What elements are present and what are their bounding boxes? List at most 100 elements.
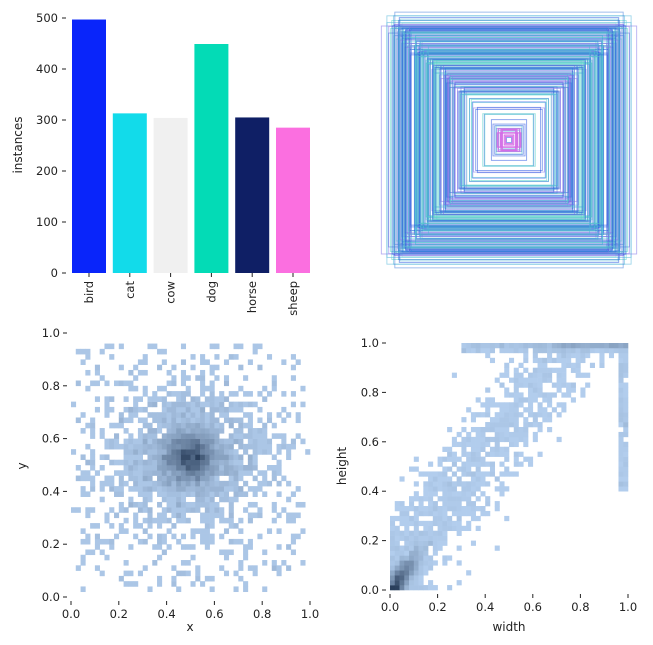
heatmap-cell bbox=[618, 357, 624, 364]
heatmap-cell bbox=[413, 530, 419, 536]
heatmap-cell bbox=[190, 412, 196, 418]
heatmap-cell bbox=[390, 515, 396, 522]
heatmap-cell bbox=[90, 449, 96, 455]
heatmap-cell bbox=[142, 496, 148, 503]
heatmap-cell bbox=[485, 402, 491, 408]
heatmap-cell bbox=[442, 496, 448, 502]
heatmap-cell bbox=[509, 377, 515, 383]
heatmap-cell bbox=[252, 343, 258, 350]
heatmap-cell bbox=[399, 520, 405, 527]
heatmap-cell bbox=[580, 392, 586, 398]
heatmap-cell bbox=[432, 545, 438, 551]
heatmap-cell bbox=[480, 510, 486, 517]
heatmap-cell bbox=[204, 459, 210, 466]
heatmap-cell bbox=[509, 347, 515, 354]
heatmap-cell bbox=[152, 560, 158, 566]
heatmap-cell bbox=[575, 372, 581, 378]
heatmap-cell bbox=[219, 491, 225, 497]
heatmap-cell bbox=[176, 501, 182, 508]
heatmap-cell bbox=[233, 491, 239, 497]
heatmap-cell bbox=[247, 433, 253, 439]
heatmap-cell bbox=[390, 555, 396, 561]
heatmap-cell bbox=[485, 471, 491, 477]
heatmap-cell bbox=[180, 406, 187, 413]
heatmap-cell bbox=[214, 449, 220, 455]
bbox-rect bbox=[452, 86, 566, 194]
heatmap-cell bbox=[90, 549, 96, 556]
bbox-rect bbox=[505, 135, 513, 145]
heatmap-cell bbox=[257, 428, 263, 434]
heatmap-cell bbox=[489, 343, 496, 349]
heatmap-cell bbox=[190, 433, 196, 439]
heatmap-cell bbox=[456, 441, 462, 448]
heatmap-cell bbox=[223, 359, 230, 365]
heatmap-cell bbox=[475, 456, 481, 462]
heatmap-cell bbox=[413, 565, 419, 571]
bbox-rect bbox=[449, 76, 569, 204]
heatmap-cell bbox=[470, 456, 476, 462]
heatmap-cell bbox=[243, 554, 249, 561]
heatmap-cell bbox=[428, 585, 434, 591]
heatmap-cell bbox=[257, 406, 263, 413]
heatmap-cell bbox=[180, 428, 187, 434]
heatmap-cell bbox=[252, 570, 258, 577]
heatmap-cell bbox=[295, 501, 301, 508]
heatmap-cell bbox=[262, 560, 268, 566]
heatmap-cell bbox=[195, 465, 201, 471]
heatmap-cell bbox=[90, 433, 96, 439]
heatmap-cell bbox=[390, 535, 396, 541]
heatmap-cell bbox=[209, 480, 215, 487]
heatmap-cell bbox=[133, 406, 139, 413]
heatmap-cell bbox=[200, 443, 206, 450]
heatmap-cell bbox=[566, 357, 572, 364]
heatmap-cell bbox=[451, 461, 457, 467]
heatmap-cell bbox=[447, 496, 453, 502]
heatmap-cell bbox=[599, 343, 605, 349]
heatmap-cell bbox=[200, 401, 206, 408]
heatmap-cell bbox=[219, 533, 225, 540]
heatmap-cell bbox=[133, 465, 139, 471]
heatmap-cell bbox=[219, 480, 225, 487]
heatmap-cell bbox=[204, 428, 210, 434]
heatmap-cell bbox=[243, 443, 249, 450]
heatmap-cell bbox=[228, 391, 234, 397]
heatmap-cell bbox=[485, 496, 491, 502]
heatmap-cell bbox=[461, 343, 467, 349]
bbox-rect bbox=[446, 78, 572, 202]
heatmap-cell bbox=[99, 480, 105, 487]
heatmap-cell bbox=[200, 417, 206, 424]
heatmap-cell bbox=[190, 443, 196, 450]
heatmap-cell bbox=[537, 426, 543, 433]
heatmap-cell bbox=[432, 550, 438, 556]
heatmap-cell bbox=[599, 352, 605, 359]
heatmap-cell bbox=[157, 428, 163, 434]
heatmap-cell bbox=[418, 560, 424, 566]
bbox-rect bbox=[444, 74, 574, 206]
heatmap-cell bbox=[204, 438, 210, 445]
heatmap-cell bbox=[470, 436, 476, 443]
heatmap-cell bbox=[404, 555, 410, 561]
heatmap-cell bbox=[243, 549, 249, 556]
heatmap-cell bbox=[90, 417, 96, 424]
heatmap-cell bbox=[608, 347, 615, 354]
heatmap-cell bbox=[171, 438, 177, 445]
heatmap-cell bbox=[209, 517, 215, 524]
heatmap-cell bbox=[252, 475, 258, 482]
heatmap-cell bbox=[518, 436, 524, 443]
heatmap-cell bbox=[418, 545, 424, 551]
heatmap-cell bbox=[157, 501, 163, 508]
heatmap-cell bbox=[480, 426, 486, 433]
heatmap-cell bbox=[228, 454, 234, 461]
heatmap-cell bbox=[219, 438, 225, 445]
heatmap-cell bbox=[214, 396, 220, 402]
heatmap-cell bbox=[109, 544, 115, 550]
heatmap-cell bbox=[390, 575, 396, 581]
heatmap-cell bbox=[262, 586, 268, 593]
heatmap-cell bbox=[547, 417, 553, 423]
heatmap-cell bbox=[489, 426, 496, 433]
heatmap-cell bbox=[399, 476, 405, 482]
heatmap-cell bbox=[623, 481, 629, 487]
heatmap-cell bbox=[171, 375, 177, 381]
heatmap-cell bbox=[418, 550, 424, 556]
